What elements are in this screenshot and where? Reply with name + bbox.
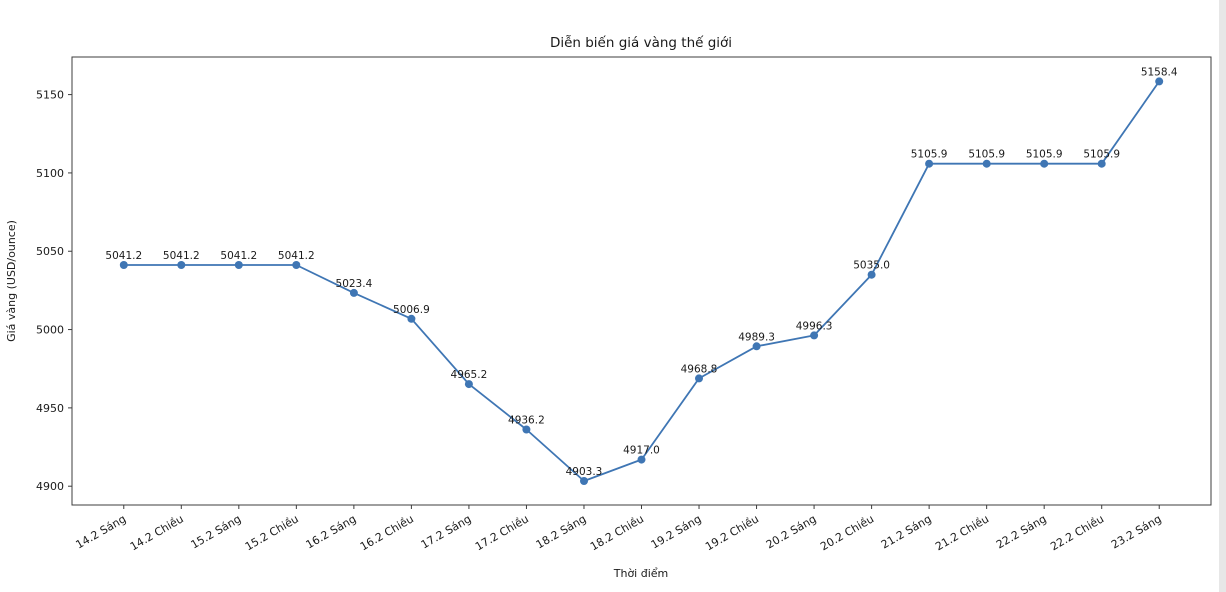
data-point-marker bbox=[810, 331, 819, 340]
point-value-label: 4936.2 bbox=[508, 415, 545, 427]
data-point-marker bbox=[580, 477, 588, 485]
data-point-marker bbox=[695, 374, 703, 383]
point-value-label: 4989.3 bbox=[738, 331, 775, 343]
x-tick-label: 18.2 Sáng bbox=[534, 512, 589, 551]
x-tick-label: 20.2 Chiều bbox=[818, 512, 876, 553]
data-point-marker bbox=[292, 261, 301, 269]
point-value-label: 5041.2 bbox=[278, 250, 315, 262]
x-axis-label: Thời điểm bbox=[613, 567, 669, 580]
data-point-marker bbox=[464, 380, 473, 389]
right-edge-strip bbox=[1219, 0, 1226, 592]
point-value-label: 5035.0 bbox=[853, 260, 890, 272]
x-tick-label: 19.2 Sáng bbox=[649, 512, 704, 551]
point-value-label: 5041.2 bbox=[105, 250, 142, 262]
point-value-label: 5105.9 bbox=[968, 149, 1005, 161]
y-tick-label: 4900 bbox=[36, 480, 64, 493]
data-point-marker bbox=[925, 159, 934, 168]
data-point-marker bbox=[177, 261, 186, 269]
price-line-series bbox=[123, 80, 1160, 482]
x-tick-label: 21.2 Sáng bbox=[879, 512, 934, 551]
x-tick-label: 16.2 Sáng bbox=[304, 512, 359, 551]
point-value-label: 5041.2 bbox=[163, 250, 200, 262]
x-tick-label: 14.2 Chiều bbox=[128, 512, 186, 553]
x-tick-label: 14.2 Sáng bbox=[74, 512, 129, 551]
point-value-label: 5158.4 bbox=[1141, 66, 1178, 78]
x-tick-label: 15.2 Chiều bbox=[243, 512, 301, 553]
data-point-marker bbox=[1097, 159, 1106, 168]
y-tick-label: 5000 bbox=[36, 324, 64, 337]
data-point-marker bbox=[752, 342, 761, 351]
point-value-label: 4917.0 bbox=[623, 445, 660, 457]
data-point-marker bbox=[234, 261, 243, 269]
point-value-label: 4996.3 bbox=[796, 320, 833, 332]
y-tick-label: 4950 bbox=[36, 402, 64, 415]
x-tick-label: 19.2 Chiều bbox=[703, 512, 761, 553]
point-value-label: 5023.4 bbox=[336, 278, 373, 290]
x-tick-label: 17.2 Sáng bbox=[419, 512, 474, 551]
y-axis-label: Giá vàng (USD/ounce) bbox=[5, 220, 18, 342]
data-point-marker bbox=[1155, 77, 1164, 86]
data-point-marker bbox=[522, 425, 531, 434]
point-value-label: 5105.9 bbox=[1083, 149, 1120, 161]
chart-title: Diễn biến giá vàng thế giới bbox=[550, 34, 732, 51]
y-tick-label: 5150 bbox=[36, 89, 64, 102]
data-point-marker bbox=[867, 270, 876, 279]
plot-area: 4900 4950 5000 5050 5100 5150 14.2 Sáng 14.2 Ch… bbox=[36, 56, 1212, 553]
x-tick-label: 20.2 Sáng bbox=[764, 512, 819, 551]
y-tick-label: 5050 bbox=[36, 245, 64, 258]
data-point-marker bbox=[349, 288, 358, 297]
point-value-label: 5041.2 bbox=[220, 250, 257, 262]
x-tick-label: 18.2 Chiều bbox=[588, 512, 646, 553]
point-value-label: 4903.3 bbox=[566, 466, 603, 478]
data-point-marker bbox=[119, 261, 128, 269]
point-value-label: 5006.9 bbox=[393, 304, 430, 316]
point-value-label: 4968.8 bbox=[681, 363, 718, 375]
point-value-label: 5105.9 bbox=[911, 149, 948, 161]
plot-border bbox=[71, 56, 1212, 506]
data-point-marker bbox=[1040, 159, 1049, 168]
x-tick-label: 17.2 Chiều bbox=[473, 512, 531, 553]
data-point-marker bbox=[637, 455, 646, 464]
y-tick-label: 5100 bbox=[36, 167, 64, 180]
data-point-marker bbox=[407, 314, 416, 323]
point-value-label: 4965.2 bbox=[451, 369, 488, 381]
x-tick-label: 21.2 Chiều bbox=[933, 512, 991, 553]
data-point-marker bbox=[982, 159, 991, 168]
x-tick-label: 22.2 Chiều bbox=[1048, 512, 1106, 553]
x-tick-label: 15.2 Sáng bbox=[189, 512, 244, 551]
point-value-label: 5105.9 bbox=[1026, 149, 1063, 161]
x-tick-label: 16.2 Chiều bbox=[358, 512, 416, 553]
x-tick-label: 22.2 Sáng bbox=[994, 512, 1049, 551]
x-tick-label: 23.2 Sáng bbox=[1109, 512, 1164, 551]
